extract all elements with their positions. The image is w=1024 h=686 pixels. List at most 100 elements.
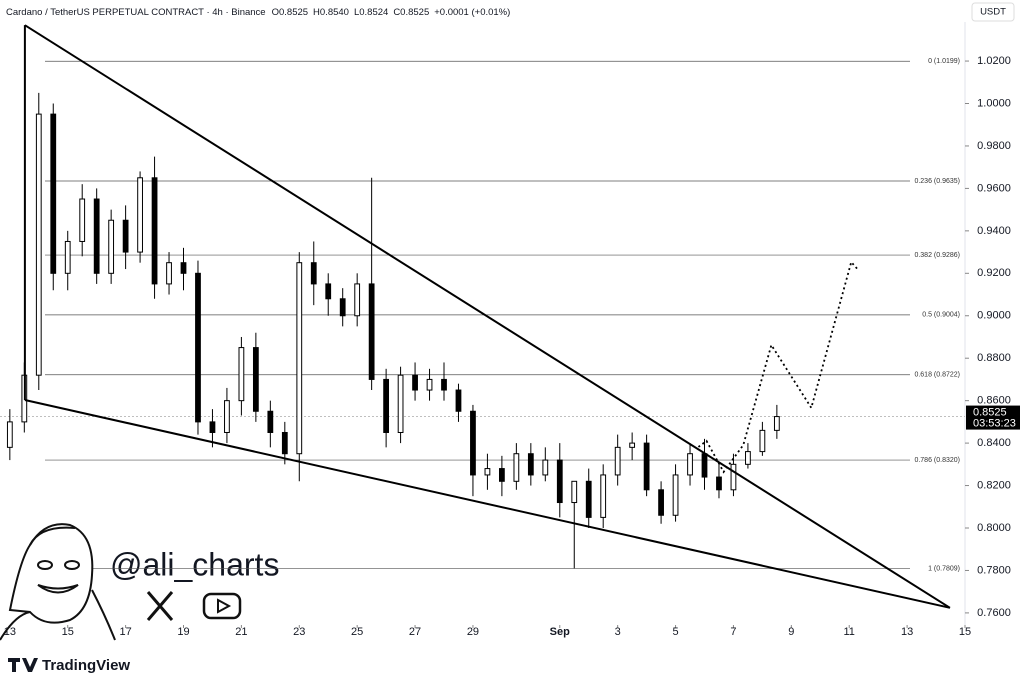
brand: TradingView	[42, 657, 130, 674]
x-tick-label: 5	[672, 626, 678, 638]
fib-label: 0 (1.0199)	[928, 58, 960, 65]
y-tick-label: 0.8200	[977, 479, 1011, 491]
watermark: @ali_charts	[110, 546, 279, 582]
candle-body	[296, 262, 303, 455]
x-tick-label: 7	[730, 626, 736, 638]
last-price-box	[966, 405, 1020, 430]
candle-body	[238, 347, 245, 402]
x-icon	[146, 591, 174, 621]
change: +0.0001 (+0.01%)	[434, 7, 510, 18]
candle-body	[180, 262, 187, 274]
fib-label: 1 (0.7809)	[928, 565, 960, 572]
candle-body	[701, 453, 708, 478]
x-tick-label: 29	[467, 626, 479, 638]
candle-body	[455, 389, 462, 412]
y-tick-label: 0.7800	[977, 564, 1011, 576]
candle-body	[339, 298, 346, 317]
candle-body	[354, 283, 361, 317]
candle-body	[513, 453, 520, 482]
candle-body	[267, 410, 274, 433]
fib-label: 0.382 (0.9286)	[914, 252, 960, 259]
y-tick-label: 0.9000	[977, 310, 1011, 322]
candle-body	[556, 459, 563, 504]
x-tick-label: 13	[901, 626, 913, 638]
candle-body	[209, 421, 216, 433]
candle-body	[224, 400, 230, 433]
fib-label: 0.5 (0.9004)	[922, 312, 960, 319]
y-tick-label: 0.8400	[977, 437, 1011, 449]
candle-body	[252, 347, 259, 412]
candle-body	[122, 219, 129, 253]
candle-body	[658, 489, 664, 516]
x-tick-label: 23	[293, 626, 305, 638]
currency[interactable]: USDT	[980, 7, 1006, 18]
candle-body	[629, 442, 636, 448]
candle-body	[542, 459, 549, 476]
currency-box[interactable]	[971, 2, 1015, 22]
candle-body	[281, 431, 288, 455]
trendline	[24, 24, 951, 609]
open: O0.8525	[272, 7, 308, 18]
candle-body	[426, 378, 433, 391]
candle-body	[484, 468, 491, 476]
candle-body	[137, 177, 143, 253]
candle-body	[672, 474, 679, 516]
y-tick-label: 1.0200	[977, 55, 1011, 67]
candle-body	[745, 451, 751, 465]
candle-body	[325, 283, 332, 300]
youtube-play	[217, 598, 232, 614]
candle-body	[614, 446, 621, 476]
x-tick-label: 9	[788, 626, 794, 638]
fib-label: 0.618 (0.8722)	[914, 372, 960, 379]
y-tick-label: 0.8800	[977, 352, 1011, 364]
x-tick-label: 3	[615, 626, 621, 638]
candle-body	[687, 453, 693, 476]
candle-body	[716, 476, 722, 491]
candle-body	[470, 410, 476, 476]
y-tick-label: 0.7600	[977, 607, 1011, 619]
brand-logo	[8, 658, 38, 672]
y-tick-label: 0.8600	[977, 395, 1011, 407]
symbol: Cardano / TetherUS PERPETUAL CONTRACT · …	[6, 7, 266, 18]
x-tick-label: 11	[844, 626, 855, 638]
candle-body	[93, 198, 100, 274]
fib-label: 0.786 (0.8320)	[914, 457, 960, 464]
y-tick-label: 1.0000	[977, 97, 1011, 109]
x-tick-label: Sep	[550, 626, 570, 638]
x-tick-label: 17	[119, 626, 131, 638]
y-tick-label: 0.8000	[977, 522, 1011, 534]
candle-body	[730, 463, 737, 491]
high: H0.8540	[313, 7, 349, 18]
candle-body	[759, 429, 766, 453]
low: L0.8524	[354, 7, 388, 18]
projection	[697, 260, 859, 474]
candle-body	[310, 262, 317, 285]
x-tick-label: 15	[62, 626, 74, 638]
youtube-icon	[202, 592, 242, 620]
y-tick-label: 0.9400	[977, 225, 1011, 237]
trendline	[24, 399, 951, 609]
candle-body	[368, 283, 375, 380]
candle-body	[441, 378, 447, 391]
candle-body	[527, 453, 534, 476]
candle-body	[195, 272, 201, 423]
candle-body	[383, 378, 390, 433]
candle-body	[64, 240, 71, 274]
x-tick-label: 15	[959, 626, 971, 638]
y-tick-label: 0.9800	[977, 140, 1011, 152]
last-price-label: 0.8525	[973, 406, 1007, 418]
candle-body	[50, 113, 57, 274]
header: Cardano / TetherUS PERPETUAL CONTRACT · …	[6, 7, 510, 18]
x-tick-label: 21	[235, 626, 247, 638]
candle-body	[79, 198, 86, 242]
candle-body	[600, 474, 607, 518]
avatar	[0, 523, 116, 641]
y-tick-label: 0.9200	[977, 267, 1011, 279]
candle-body	[397, 374, 404, 433]
candle-body	[35, 113, 42, 376]
close: C0.8525	[393, 7, 429, 18]
candle-body	[643, 442, 650, 491]
candle-body	[585, 480, 592, 518]
